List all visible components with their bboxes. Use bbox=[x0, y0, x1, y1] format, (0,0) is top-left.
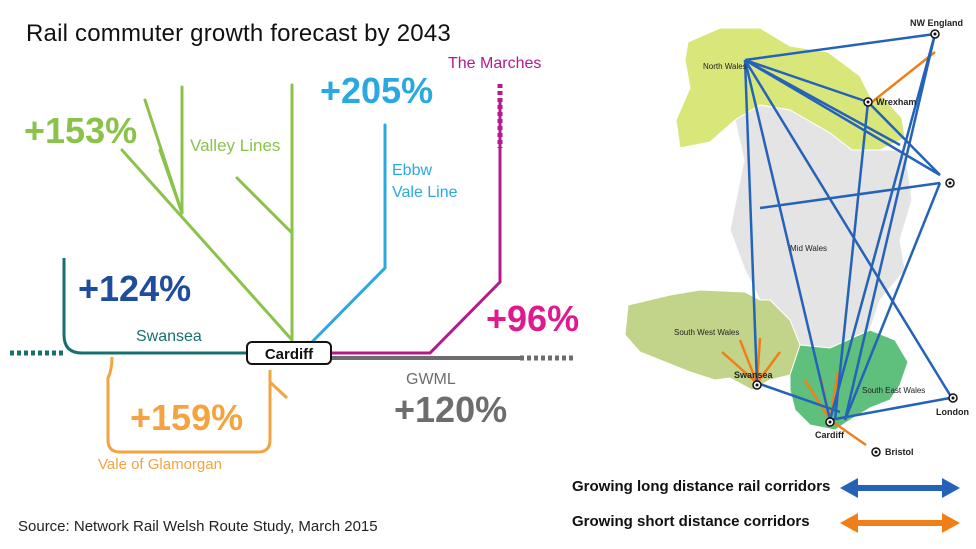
map-nw-england: NW England bbox=[910, 18, 963, 28]
vale-label: Vale of Glamorgan bbox=[98, 456, 222, 473]
page-title: Rail commuter growth forecast by 2043 bbox=[26, 20, 451, 47]
legend-short-arrow bbox=[840, 513, 960, 533]
marches-line bbox=[332, 100, 502, 355]
map-south-east-wales: South East Wales bbox=[862, 386, 926, 395]
map-bristol: Bristol bbox=[885, 447, 914, 457]
map-south-west-wales: South West Wales bbox=[674, 328, 740, 337]
valley-lines-label: Valley Lines bbox=[190, 136, 281, 155]
map-north-wales: North Wales bbox=[703, 62, 747, 71]
ebbw-label-line2: Vale Line bbox=[392, 184, 458, 201]
valley-lines-tree bbox=[120, 83, 294, 342]
marches-label: The Marches bbox=[448, 55, 542, 72]
map-wrexham: Wrexham bbox=[876, 97, 917, 107]
cardiff-hub: Cardiff bbox=[246, 341, 332, 365]
map-swansea: Swansea bbox=[734, 370, 773, 380]
gwml-growth: +120% bbox=[394, 389, 508, 430]
vale-of-glamorgan-line bbox=[106, 356, 289, 454]
valley-growth: +153% bbox=[24, 110, 138, 151]
legend-long-label: Growing long distance rail corridors bbox=[572, 478, 831, 495]
legend-short-label: Growing short distance corridors bbox=[572, 513, 810, 530]
south-west-wales-region bbox=[624, 289, 801, 391]
map-mid-wales: Mid Wales bbox=[790, 244, 828, 253]
ebbw-growth: +205% bbox=[320, 70, 434, 111]
swansea-line bbox=[62, 258, 246, 355]
map-cardiff: Cardiff bbox=[815, 430, 844, 440]
swansea-label: Swansea bbox=[136, 328, 202, 345]
ebbw-label-line1: Ebbw bbox=[392, 162, 433, 179]
long-distance-arrows bbox=[743, 32, 952, 422]
legend-long-arrow bbox=[840, 478, 960, 498]
gwml-label: GWML bbox=[406, 371, 456, 388]
swansea-growth: +124% bbox=[78, 268, 192, 309]
ebbw-vale-line bbox=[310, 123, 387, 344]
map-london: London bbox=[936, 407, 969, 417]
source-note: Source: Network Rail Welsh Route Study, … bbox=[18, 518, 378, 535]
marches-growth: +96% bbox=[486, 298, 580, 339]
vale-growth: +159% bbox=[130, 397, 244, 438]
station-markers bbox=[752, 29, 958, 457]
